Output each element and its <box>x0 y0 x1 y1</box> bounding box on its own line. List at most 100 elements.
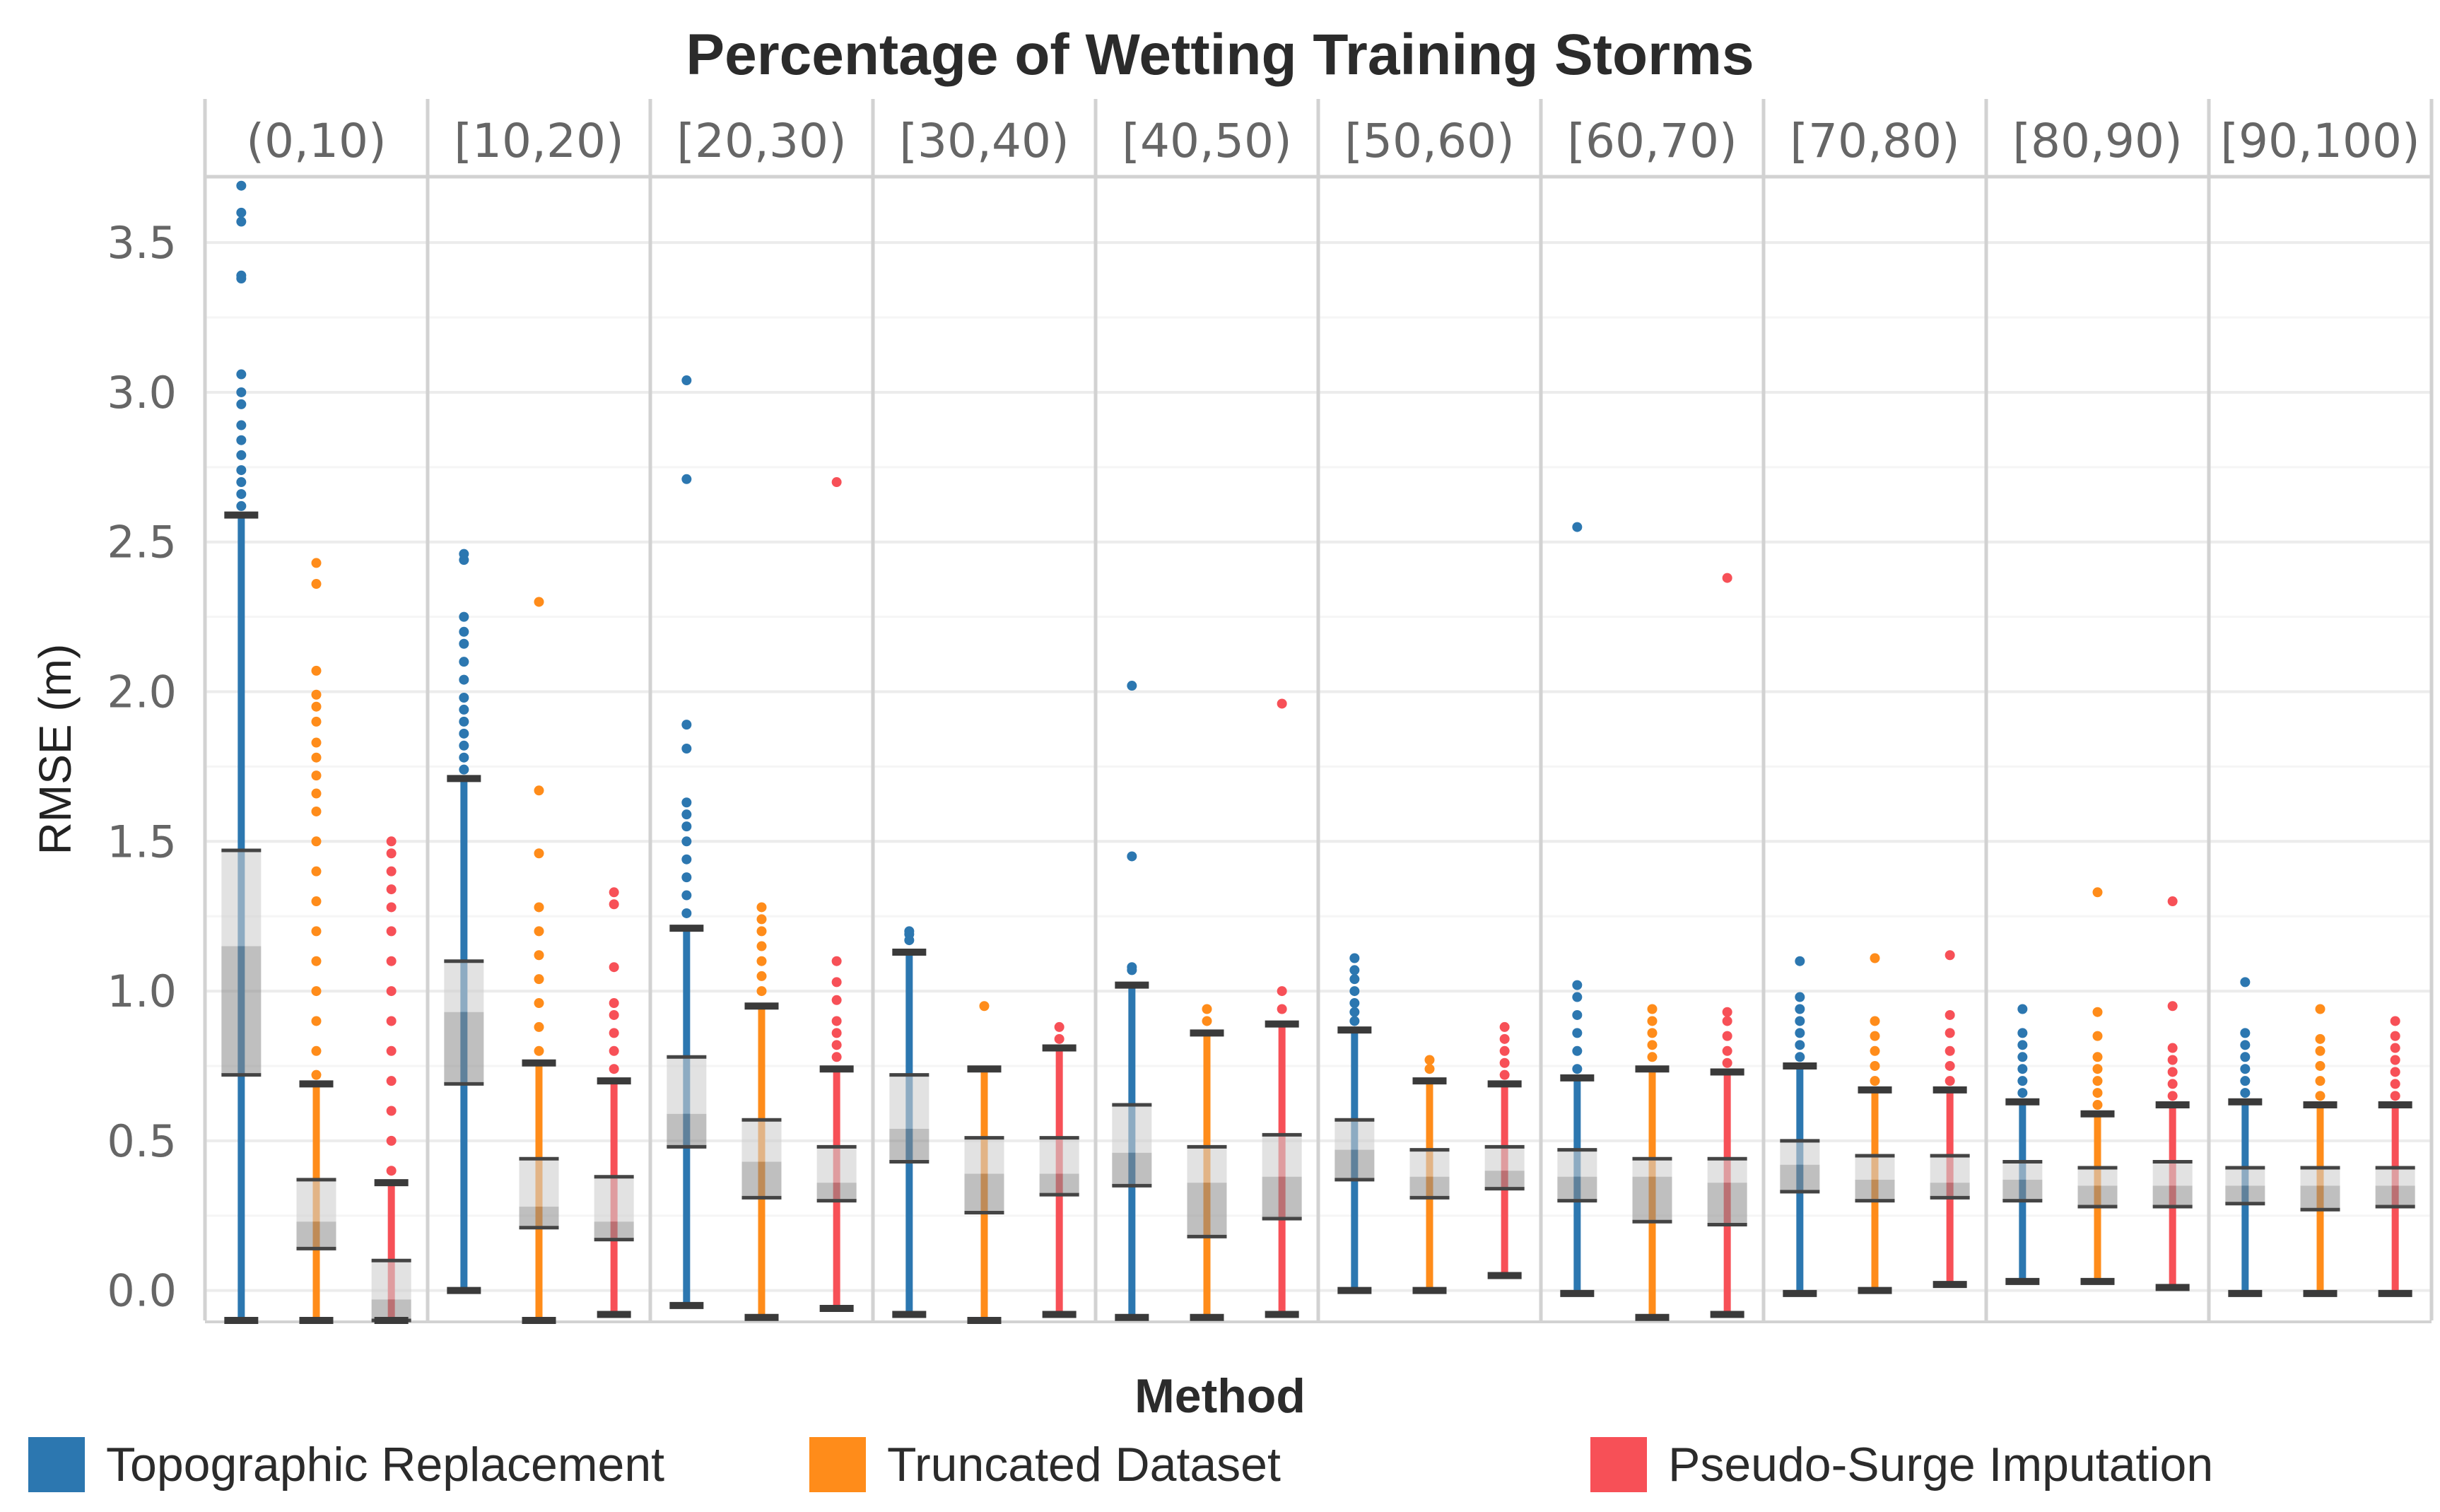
outlier-0-1-8 <box>311 836 322 847</box>
outlier-7-1-1 <box>1870 1060 1880 1071</box>
outlier-6-1-4 <box>1647 1004 1658 1014</box>
outlier-2-0-8 <box>681 744 692 754</box>
box-lower-1-2 <box>594 1221 634 1240</box>
facet-panels: (0,10) [10,20) [20,30) [30,40) [40,50) [50,60… <box>203 99 2434 1323</box>
outlier-0-2-5 <box>386 1016 397 1026</box>
box-upper-9-2 <box>2375 1167 2415 1186</box>
outlier-6-0-1 <box>1572 1045 1583 1056</box>
outlier-9-2-0 <box>2390 1091 2400 1101</box>
outlier-9-2-3 <box>2390 1055 2400 1065</box>
outlier-8-0-3 <box>2017 1052 2028 1062</box>
outlier-1-0-0 <box>459 764 469 775</box>
outlier-1-1-4 <box>534 950 544 961</box>
outlier-6-1-2 <box>1647 1028 1658 1038</box>
box-lower-0-0 <box>221 946 262 1075</box>
outlier-0-2-12 <box>386 848 397 859</box>
outlier-6-2-4 <box>1722 1007 1732 1017</box>
box-upper-8-1 <box>2077 1167 2118 1186</box>
outlier-2-2-5 <box>831 977 842 988</box>
outlier-2-0-1 <box>681 890 692 901</box>
y-tick-label-2: 1.0 <box>107 966 177 1017</box>
outlier-8-1-0 <box>2092 1100 2103 1110</box>
outlier-1-2-7 <box>609 887 619 898</box>
outlier-0-0-7 <box>236 399 247 409</box>
outlier-6-2-1 <box>1722 1045 1732 1056</box>
outlier-2-2-0 <box>831 1052 842 1062</box>
y-tick-label-6: 3.0 <box>107 367 177 418</box>
box-lower-1-0 <box>444 1012 484 1084</box>
outlier-4-2-1 <box>1277 986 1287 997</box>
legend-label-2: Pseudo-Surge Imputation <box>1668 1438 2213 1492</box>
outlier-0-0-0 <box>236 500 247 511</box>
outlier-9-1-5 <box>2315 1004 2325 1014</box>
outlier-0-2-7 <box>386 956 397 966</box>
outlier-0-1-17 <box>311 665 322 676</box>
box-upper-5-0 <box>1335 1120 1375 1150</box>
outlier-7-0-6 <box>1795 956 1805 966</box>
outlier-0-1-14 <box>311 716 322 727</box>
outlier-1-0-4 <box>459 716 469 727</box>
outlier-1-0-9 <box>459 638 469 649</box>
box-lower-7-1 <box>1855 1179 1895 1201</box>
outlier-1-2-3 <box>609 1009 619 1020</box>
outlier-7-2-2 <box>1945 1045 1955 1056</box>
box-5-0 <box>1335 953 1375 1294</box>
outlier-1-2-1 <box>609 1045 619 1056</box>
facet-label-2: [20,30) <box>676 114 846 168</box>
box-lower-8-1 <box>2077 1185 2118 1207</box>
box-3-0 <box>889 926 929 1318</box>
box-lower-1-1 <box>519 1207 559 1228</box>
outlier-2-0-0 <box>681 908 692 918</box>
box-lower-3-0 <box>889 1128 929 1162</box>
box-lower-6-0 <box>1557 1176 1597 1201</box>
outlier-9-0-2 <box>2240 1064 2251 1074</box>
outlier-3-1-0 <box>979 1001 990 1012</box>
outlier-8-1-3 <box>2092 1064 2103 1074</box>
box-lower-6-2 <box>1707 1183 1747 1225</box>
outlier-5-2-4 <box>1499 1021 1510 1032</box>
outlier-9-1-0 <box>2315 1091 2325 1101</box>
outlier-5-0-2 <box>1349 998 1360 1009</box>
outlier-0-2-1 <box>386 1135 397 1146</box>
outlier-1-2-6 <box>609 899 619 910</box>
box-lower-2-1 <box>741 1161 782 1198</box>
outlier-1-1-8 <box>534 785 544 796</box>
outlier-7-0-4 <box>1795 1004 1805 1014</box>
box-lower-5-2 <box>1484 1171 1525 1189</box>
box-7-0 <box>1780 956 1820 1297</box>
legend-swatch-1 <box>809 1437 866 1492</box>
outlier-7-1-2 <box>1870 1045 1880 1056</box>
y-axis: 0.0 0.5 1.0 1.5 2.0 2.5 3.0 3.5 <box>107 217 177 1316</box>
outlier-6-1-1 <box>1647 1040 1658 1050</box>
outlier-0-1-13 <box>311 737 322 748</box>
outlier-8-2-6 <box>2167 896 2178 907</box>
outlier-1-0-13 <box>459 549 469 559</box>
outlier-8-0-2 <box>2017 1064 2028 1074</box>
outlier-0-1-9 <box>311 806 322 816</box>
outlier-1-1-2 <box>534 998 544 1009</box>
outlier-2-1-0 <box>756 986 767 997</box>
box-upper-1-0 <box>444 961 484 1012</box>
outlier-5-0-0 <box>1349 1016 1360 1026</box>
y-axis-label: RMSE (m) <box>30 644 81 855</box>
outlier-4-1-0 <box>1202 1016 1212 1026</box>
box-7-2 <box>1930 950 1970 1289</box>
outlier-2-0-10 <box>681 474 692 484</box>
outlier-2-0-3 <box>681 854 692 865</box>
outlier-0-2-11 <box>386 866 397 877</box>
x-axis-label: Method <box>1134 1369 1306 1423</box>
outlier-0-0-11 <box>236 270 247 281</box>
box-6-2 <box>1707 573 1747 1318</box>
outlier-4-1-1 <box>1202 1004 1212 1014</box>
box-lower-2-0 <box>667 1113 707 1147</box>
outlier-0-1-5 <box>311 926 322 937</box>
outlier-5-2-2 <box>1499 1045 1510 1056</box>
box-upper-5-2 <box>1484 1147 1525 1171</box>
outlier-2-2-6 <box>831 956 842 966</box>
outlier-2-0-4 <box>681 836 692 847</box>
outlier-9-2-4 <box>2390 1043 2400 1053</box>
outlier-5-0-5 <box>1349 965 1360 975</box>
outlier-2-1-1 <box>756 971 767 981</box>
box-8-1 <box>2077 887 2118 1285</box>
legend: Topographic Replacement Truncated Dataset… <box>28 1437 2213 1492</box>
